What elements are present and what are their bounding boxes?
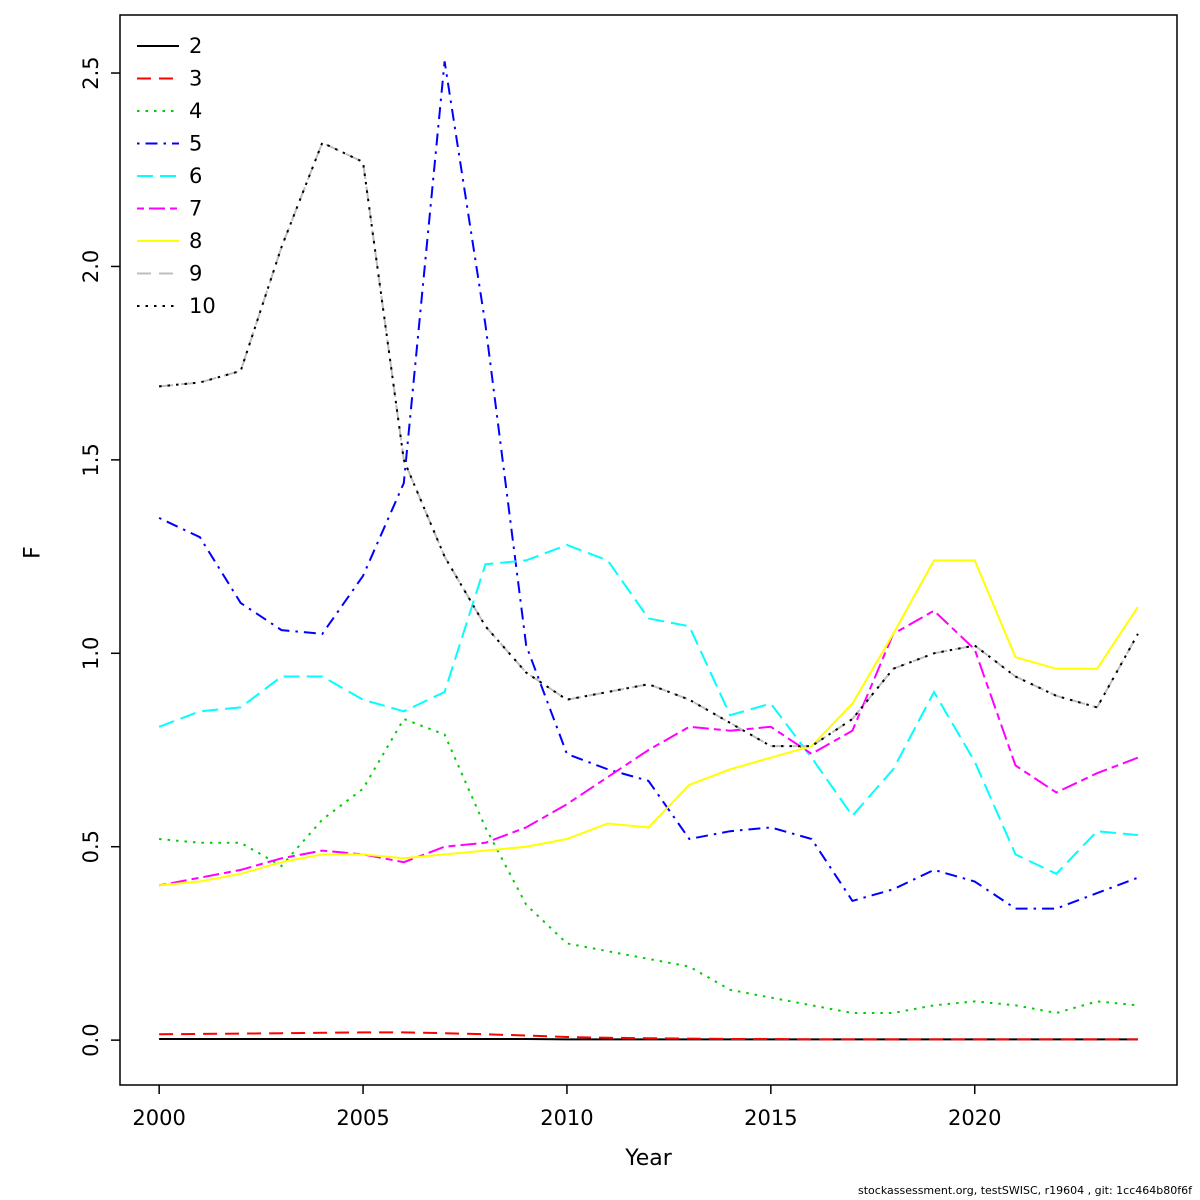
x-axis-title: Year (625, 1146, 672, 1171)
legend-label-5: 5 (189, 132, 202, 156)
y-tick-label: 2.5 (79, 56, 103, 89)
legend-label-8: 8 (189, 229, 202, 253)
x-tick-label: 2020 (948, 1106, 1001, 1130)
legend-label-6: 6 (189, 164, 202, 188)
plot-box (119, 14, 1178, 1086)
x-tick-label: 2005 (336, 1106, 389, 1130)
series-line-5 (158, 61, 1139, 910)
x-tick-label: 2015 (744, 1106, 797, 1130)
x-tick-label: 2000 (132, 1106, 185, 1130)
legend-label-7: 7 (189, 197, 202, 221)
y-tick-label: 1.0 (79, 637, 103, 670)
series-line-6 (158, 543, 1138, 876)
footer-citation: stockassessment.org, testSWISC, r19604 ,… (858, 1184, 1192, 1197)
x-tick-label: 2010 (540, 1106, 593, 1130)
y-axis-title: F (20, 546, 46, 559)
legend-label-4: 4 (189, 99, 202, 123)
legend-label-3: 3 (189, 67, 202, 91)
series-line-10 (159, 141, 1139, 748)
series-line-9 (159, 141, 1139, 748)
legend-label-2: 2 (189, 34, 202, 58)
series-line-4 (159, 717, 1138, 1015)
series-line-3 (159, 1031, 1138, 1041)
y-tick-label: 2.0 (79, 250, 103, 283)
y-tick-label: 1.5 (79, 443, 103, 476)
series-line-8 (159, 559, 1139, 887)
legend-label-9: 9 (189, 262, 202, 286)
legend-label-10: 10 (189, 294, 216, 318)
y-tick-label: 0.0 (79, 1023, 103, 1056)
y-tick-label: 0.5 (79, 830, 103, 863)
series-line-7 (158, 609, 1139, 887)
